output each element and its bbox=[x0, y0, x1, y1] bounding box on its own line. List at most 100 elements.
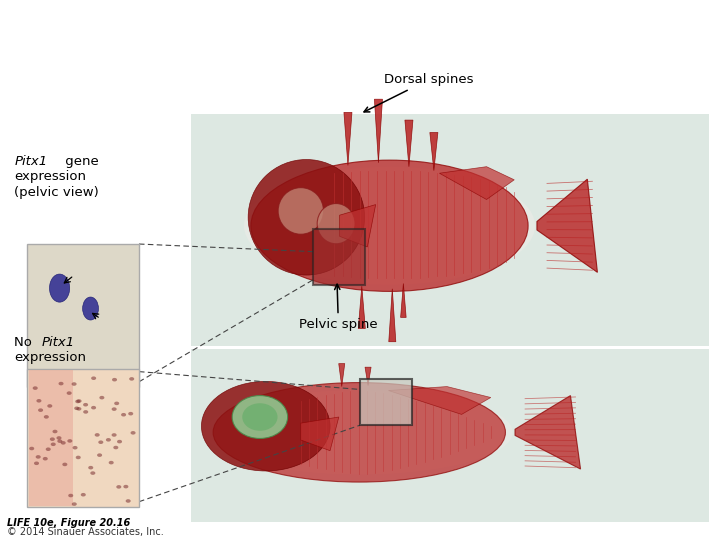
Polygon shape bbox=[301, 417, 339, 451]
Ellipse shape bbox=[251, 160, 528, 292]
Circle shape bbox=[81, 493, 86, 496]
Circle shape bbox=[36, 455, 41, 458]
Circle shape bbox=[129, 377, 134, 381]
Circle shape bbox=[30, 447, 35, 450]
Circle shape bbox=[45, 448, 50, 451]
Circle shape bbox=[56, 436, 61, 440]
Text: expression: expression bbox=[14, 352, 86, 365]
Circle shape bbox=[109, 461, 114, 464]
Ellipse shape bbox=[83, 297, 99, 320]
Ellipse shape bbox=[206, 390, 513, 475]
Polygon shape bbox=[340, 205, 376, 247]
Polygon shape bbox=[405, 120, 413, 167]
Circle shape bbox=[72, 502, 77, 506]
Circle shape bbox=[76, 456, 81, 459]
Circle shape bbox=[97, 454, 102, 457]
Bar bbox=[27, 244, 139, 387]
Circle shape bbox=[68, 494, 73, 497]
Circle shape bbox=[99, 441, 104, 444]
Polygon shape bbox=[344, 112, 352, 165]
Circle shape bbox=[67, 392, 72, 395]
Text: LIFE 10e, Figure 20.16: LIFE 10e, Figure 20.16 bbox=[7, 518, 130, 528]
Polygon shape bbox=[338, 363, 345, 387]
Circle shape bbox=[63, 463, 68, 466]
Circle shape bbox=[84, 410, 89, 414]
Circle shape bbox=[113, 446, 118, 449]
Circle shape bbox=[99, 396, 104, 400]
Bar bbox=[360, 379, 412, 425]
Bar bbox=[29, 370, 73, 506]
Text: (pelvic view): (pelvic view) bbox=[14, 186, 99, 199]
Circle shape bbox=[76, 399, 81, 403]
Circle shape bbox=[76, 407, 81, 410]
Bar bbox=[191, 114, 709, 346]
Text: Pitx1: Pitx1 bbox=[14, 155, 48, 168]
Ellipse shape bbox=[202, 381, 330, 471]
Circle shape bbox=[83, 403, 88, 407]
Bar bbox=[27, 369, 139, 507]
Ellipse shape bbox=[242, 403, 277, 431]
Ellipse shape bbox=[50, 274, 70, 302]
Text: gene: gene bbox=[61, 155, 99, 168]
Circle shape bbox=[91, 376, 96, 380]
Text: Dorsal spines: Dorsal spines bbox=[364, 73, 473, 112]
Circle shape bbox=[44, 415, 49, 418]
Circle shape bbox=[106, 438, 111, 442]
Text: Pitx1: Pitx1 bbox=[42, 336, 75, 349]
Polygon shape bbox=[515, 396, 580, 469]
Circle shape bbox=[38, 408, 43, 412]
Circle shape bbox=[117, 485, 122, 489]
Polygon shape bbox=[430, 132, 438, 171]
Polygon shape bbox=[389, 387, 491, 414]
Bar bbox=[313, 229, 365, 285]
Circle shape bbox=[60, 441, 66, 444]
Ellipse shape bbox=[244, 167, 535, 285]
Polygon shape bbox=[359, 286, 365, 328]
Circle shape bbox=[58, 440, 63, 443]
Circle shape bbox=[130, 431, 135, 435]
Circle shape bbox=[37, 399, 42, 403]
Circle shape bbox=[126, 499, 131, 503]
Text: © 2014 Sinauer Associates, Inc.: © 2014 Sinauer Associates, Inc. bbox=[7, 527, 164, 537]
Circle shape bbox=[58, 382, 63, 386]
Polygon shape bbox=[389, 289, 396, 342]
Text: No: No bbox=[14, 336, 37, 349]
Polygon shape bbox=[439, 167, 514, 199]
Circle shape bbox=[123, 485, 128, 488]
Text: Figure 20.16  Parallel Phenotypic Evolution in Sticklebacks: Figure 20.16 Parallel Phenotypic Evoluti… bbox=[7, 6, 491, 24]
Ellipse shape bbox=[278, 187, 323, 234]
Circle shape bbox=[42, 457, 48, 461]
Circle shape bbox=[71, 382, 76, 386]
Circle shape bbox=[128, 412, 133, 415]
Circle shape bbox=[50, 442, 55, 446]
Circle shape bbox=[90, 471, 95, 475]
Circle shape bbox=[73, 446, 78, 449]
Circle shape bbox=[50, 437, 55, 441]
Ellipse shape bbox=[232, 396, 287, 438]
Circle shape bbox=[112, 433, 117, 437]
Circle shape bbox=[74, 407, 79, 410]
Bar bbox=[191, 349, 709, 522]
Polygon shape bbox=[374, 99, 382, 163]
Polygon shape bbox=[537, 179, 598, 272]
Circle shape bbox=[121, 413, 126, 416]
Ellipse shape bbox=[318, 204, 355, 244]
Circle shape bbox=[117, 440, 122, 443]
Circle shape bbox=[67, 439, 72, 443]
Circle shape bbox=[91, 406, 96, 409]
Polygon shape bbox=[365, 367, 371, 386]
Circle shape bbox=[48, 404, 53, 408]
Circle shape bbox=[89, 466, 94, 469]
Circle shape bbox=[75, 400, 80, 403]
Circle shape bbox=[32, 386, 37, 390]
Circle shape bbox=[114, 402, 120, 405]
Circle shape bbox=[53, 430, 58, 433]
Polygon shape bbox=[400, 284, 406, 318]
Circle shape bbox=[112, 407, 117, 411]
Ellipse shape bbox=[248, 159, 364, 275]
Text: expression: expression bbox=[14, 170, 86, 183]
Circle shape bbox=[94, 433, 99, 437]
Text: Pelvic spine: Pelvic spine bbox=[299, 284, 378, 331]
Ellipse shape bbox=[213, 382, 505, 482]
Circle shape bbox=[34, 462, 39, 465]
